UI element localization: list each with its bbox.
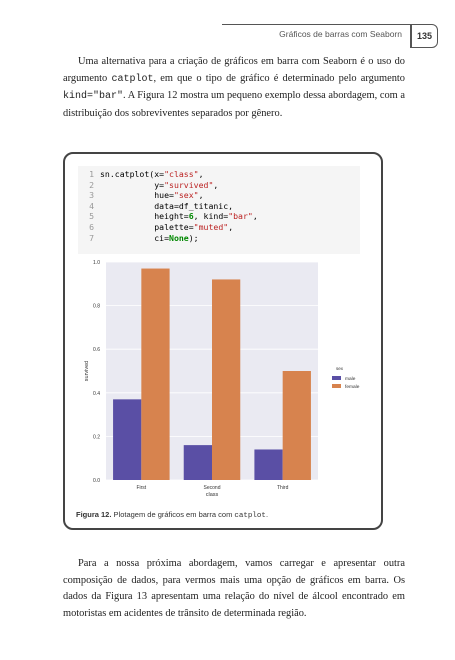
x-axis-label: class [206,492,219,496]
x-tick-label: Second [204,485,221,491]
intro-text-c: . A Figura 12 mostra um pequeno exemplo … [63,90,405,119]
code-line: 4 data=df_titanic, [89,200,234,211]
code-line: 7 ci=None); [89,232,199,243]
x-tick-label: First [136,485,146,491]
y-tick-label: 1.0 [93,260,100,266]
intro-code-kind: kind="bar" [63,91,124,102]
caption-end: . [265,510,269,519]
chapter-title: Gráficos de barras com Seaborn [279,29,402,39]
legend-label-female: female [345,384,360,390]
intro-paragraph: Uma alternativa para a criação de gráfic… [63,54,405,122]
figure-caption: Figura 12. Plotagem de gráficos em barra… [76,510,376,520]
legend-title: sex [336,366,344,371]
legend-label-male: male [345,376,356,382]
intro-text-a: Uma alternativa para a criação de gráfic… [63,56,405,84]
legend-swatch-female [332,384,341,388]
page-number: 135 [410,24,438,48]
code-line: 6 palette="muted", [89,222,234,232]
intro-code-catplot: catplot [111,73,154,85]
intro-text-b: , em que o tipo de gráfico é determinado… [153,72,405,84]
code-line: 2 y="survived", [89,179,219,190]
running-header: Gráficos de barras com Seaborn [222,24,410,49]
code-line: 3 hue="sex", [89,190,204,201]
bar-female-third [282,371,311,480]
code-block: 1 sn.catplot(x="class", 2 y="survived", 3 h… [78,166,360,254]
y-axis-label: survived [84,361,90,381]
caption-code: catplot [234,512,266,520]
outro-text: Para a nossa próxima abordagem, vamos ca… [63,558,405,619]
bar-female-second [212,279,241,480]
x-tick-label: Third [277,485,289,491]
y-tick-label: 0.6 [93,347,100,353]
bar-female-first [141,268,170,480]
code-line: 5 height=6, kind="bar", [89,211,258,222]
y-tick-label: 0.2 [93,434,100,440]
caption-text: Plotagem de gráficos em barra com [111,510,235,519]
y-tick-label: 0.4 [93,391,100,397]
bar-male-first [113,399,142,480]
bar-male-third [254,449,283,480]
code-line: 1 sn.catplot(x="class", [89,169,204,179]
y-tick-label: 0.0 [93,478,100,484]
figure-12: 1 sn.catplot(x="class", 2 y="survived", 3 h… [63,152,383,530]
caption-label: Figura 12. [76,510,112,519]
bar-chart: 0.0 0.2 0.4 0.6 0.8 1.0 First Second Third class s… [84,260,360,496]
legend-swatch-male [332,376,341,380]
bar-male-second [183,445,212,480]
outro-paragraph: Para a nossa próxima abordagem, vamos ca… [63,556,405,622]
y-tick-label: 0.8 [93,304,100,310]
